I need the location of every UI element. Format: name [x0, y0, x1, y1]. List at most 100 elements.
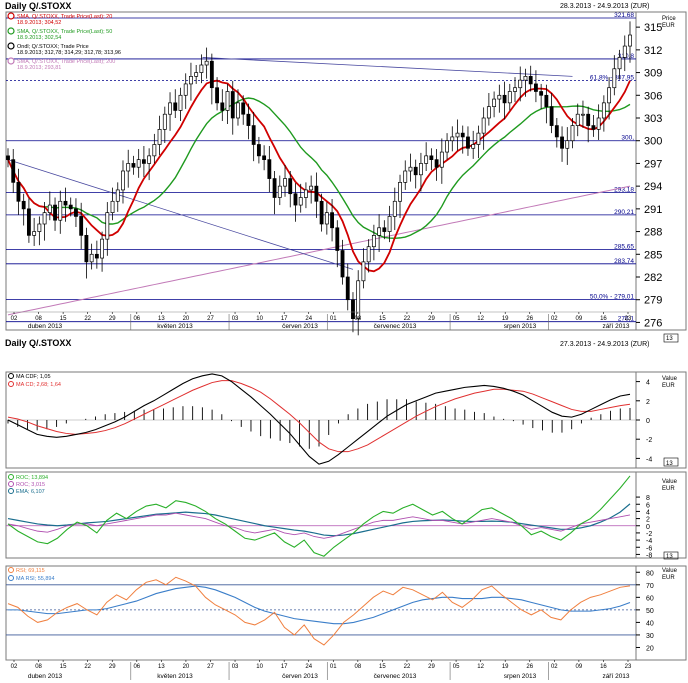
trendline [7, 159, 354, 270]
candle [523, 76, 528, 81]
value-axis-unit: EUR [662, 575, 675, 581]
candle [241, 102, 246, 115]
candle [581, 113, 585, 116]
candle [11, 159, 16, 183]
price-tick-label: 285 [644, 249, 662, 261]
candle [345, 276, 350, 301]
candle [293, 193, 298, 206]
legend-label: ROC; 3,015 [16, 482, 45, 488]
day-tick-label: 22 [404, 316, 411, 322]
value-tick-label: -2 [646, 531, 652, 538]
legend-marker-icon [8, 567, 14, 573]
day-tick-label: 05 [453, 664, 460, 670]
day-tick-label: 12 [477, 316, 484, 322]
candle [591, 125, 596, 130]
macd-signal-line [7, 380, 631, 453]
candle [471, 144, 476, 149]
day-tick-label: 02 [551, 664, 558, 670]
candle [199, 64, 204, 73]
value-axis-label: Value [662, 568, 678, 574]
candle [486, 106, 491, 119]
candle [570, 125, 575, 142]
candle [63, 200, 68, 206]
month-label: srpen 2013 [504, 673, 537, 680]
candle [319, 200, 324, 225]
day-tick-label: 15 [379, 664, 386, 670]
day-tick-label: 03 [232, 664, 239, 670]
day-tick-label: 22 [404, 664, 411, 670]
price-tick-label: 309 [644, 68, 662, 80]
day-tick-label: 15 [379, 316, 386, 322]
value-tick-label: 0 [646, 524, 650, 531]
day-tick-label: 08 [35, 664, 42, 670]
legend-marker-icon [8, 575, 14, 581]
candle [622, 45, 627, 58]
roc-secondary-line [7, 512, 631, 539]
candle [58, 200, 63, 221]
day-tick-label: 15 [60, 316, 67, 322]
day-tick-label: 22 [84, 664, 91, 670]
month-label: září 2013 [602, 323, 629, 330]
pane-frame [5, 565, 637, 661]
fib-level-label: 300, [621, 135, 634, 142]
day-tick-label: 01 [330, 316, 337, 322]
candle [110, 200, 115, 213]
day-tick-label: 17 [281, 664, 288, 670]
legend-marker-icon [8, 474, 14, 480]
candle [173, 102, 178, 111]
candle [68, 204, 73, 210]
candle [162, 113, 167, 130]
candle [628, 34, 632, 47]
candle [460, 132, 465, 138]
day-tick-label: 23 [625, 316, 632, 322]
candle [455, 132, 460, 138]
value-tick-label: 40 [646, 620, 654, 627]
candle [89, 253, 94, 263]
month-label: červenec 2013 [374, 323, 417, 330]
day-tick-label: 26 [526, 664, 533, 670]
price-tick-label: 276 [644, 317, 662, 329]
value-axis-frame [635, 11, 687, 331]
day-tick-label: 24 [305, 664, 312, 670]
value-axis-frame [635, 471, 687, 559]
candle [26, 208, 31, 236]
price-tick-label: 315 [644, 22, 662, 34]
candle [518, 79, 523, 89]
value-tick-label: 4 [646, 380, 650, 387]
bottom-chart-title: Daily Q/.STOXX [5, 338, 72, 348]
ema-line [7, 503, 631, 537]
price-tick-label: 294 [644, 181, 662, 193]
value-tick-label: -8 [646, 552, 652, 559]
day-tick-label: 26 [526, 316, 533, 322]
candle [377, 227, 382, 236]
candle [382, 227, 387, 232]
fib-level-label: 50,0% - 279,01 [590, 294, 634, 301]
candle [115, 189, 120, 202]
legend-label: MA RSI; 55,894 [16, 576, 55, 582]
candle [502, 94, 507, 104]
month-label: květen 2013 [157, 323, 193, 330]
scale-box-label: 13 [666, 461, 673, 467]
sma50-line [7, 97, 631, 240]
candle [371, 235, 376, 248]
candle [47, 204, 52, 213]
day-tick-label: 29 [428, 664, 435, 670]
sma200-line [7, 185, 631, 316]
price-tick-label: 288 [644, 227, 662, 239]
candle [37, 223, 42, 232]
top-chart-range: 28.3.2013 - 24.9.2013 (ZUR) [560, 3, 650, 10]
macd-line [7, 373, 631, 465]
value-tick-label: 0 [646, 418, 650, 425]
legend-label: EMA; 6,107 [16, 489, 45, 495]
legend-marker-icon [8, 481, 14, 487]
legend-label: MA CDF; 1,05 [16, 374, 51, 380]
value-tick-label: 30 [646, 633, 654, 640]
candle [497, 94, 502, 100]
month-label: červenec 2013 [374, 673, 417, 680]
candle [74, 208, 78, 217]
candle [230, 91, 235, 119]
legend-marker-icon [8, 488, 14, 494]
legend-marker-icon [8, 373, 14, 379]
price-tick-label: 282 [644, 272, 662, 284]
